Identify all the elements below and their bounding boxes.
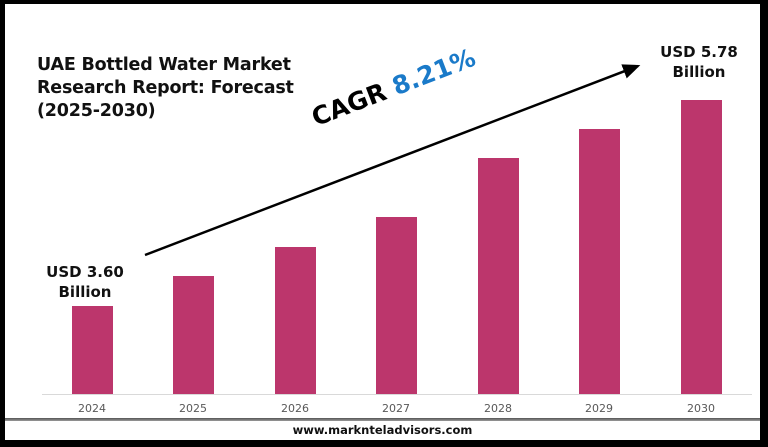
bar-2024 — [72, 306, 113, 394]
bar-2025 — [173, 276, 214, 394]
chart-title: UAE Bottled Water Market Research Report… — [37, 54, 337, 123]
bar-2027 — [376, 217, 417, 394]
end-value-amount: USD 5.78 — [660, 43, 738, 61]
start-value-label: USD 3.60 Billion — [40, 262, 130, 302]
title-line-1: UAE Bottled Water Market — [37, 55, 291, 75]
bar-2029 — [579, 129, 620, 394]
start-value-unit: Billion — [58, 283, 112, 301]
title-line-2: Research Report: Forecast — [37, 78, 294, 98]
bar-2030 — [681, 100, 722, 394]
title-line-3: (2025-2030) — [37, 101, 156, 121]
end-value-label: USD 5.78 Billion — [654, 42, 744, 82]
start-value-amount: USD 3.60 — [46, 263, 124, 281]
bar-2026 — [275, 247, 316, 394]
x-axis-line — [42, 394, 752, 395]
x-tick-label: 2024 — [78, 402, 106, 415]
x-tick-label: 2029 — [585, 402, 613, 415]
x-tick-label: 2026 — [281, 402, 309, 415]
footer-divider — [5, 418, 760, 421]
x-tick-label: 2030 — [687, 402, 715, 415]
footer-website: www.marknteladvisors.com — [292, 423, 473, 437]
x-tick-label: 2028 — [484, 402, 512, 415]
bar-2028 — [478, 158, 519, 394]
end-value-unit: Billion — [672, 63, 726, 81]
x-tick-label: 2025 — [179, 402, 207, 415]
x-tick-label: 2027 — [382, 402, 410, 415]
